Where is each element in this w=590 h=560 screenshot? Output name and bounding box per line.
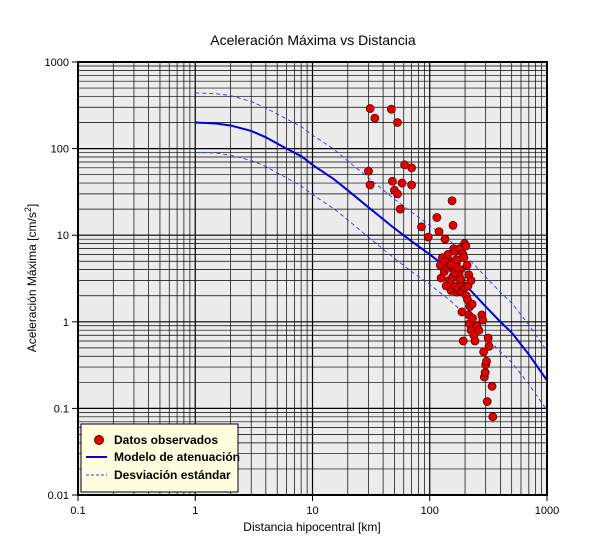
x-tick-label: 0.1 — [70, 505, 85, 517]
data-point — [397, 178, 407, 188]
y-axis-label-main: Aceleración Máxima [cm/s — [25, 212, 39, 352]
observed-points — [364, 104, 498, 422]
legend-box — [80, 423, 239, 493]
data-point — [365, 104, 375, 113]
chart-title: Aceleración Máxima vs Distancia — [210, 32, 416, 48]
data-point — [467, 299, 477, 309]
legend: Datos observados Modelo de atenuación De… — [80, 423, 240, 493]
data-point — [462, 260, 472, 270]
data-point — [459, 253, 469, 263]
data-point — [468, 313, 478, 323]
data-point — [474, 325, 484, 335]
data-point — [441, 281, 451, 291]
data-point — [393, 118, 402, 127]
data-point — [479, 347, 489, 357]
y-axis-label: Aceleración Máxima [cm/s2] — [23, 204, 39, 352]
y-tick-label: 100 — [51, 144, 69, 156]
y-tick-label: 1000 — [45, 57, 69, 69]
data-point — [478, 315, 488, 325]
grid — [78, 62, 547, 495]
x-axis-label: Distancia hipocentral [km] — [243, 520, 380, 534]
y-tick-label: 1 — [63, 317, 69, 329]
data-point — [432, 213, 442, 222]
x-tick-label: 10 — [306, 505, 318, 517]
data-point — [417, 222, 426, 232]
data-point — [451, 255, 461, 265]
x-axis-ticks: 0.1 1 10 100 1000 — [70, 495, 559, 517]
data-point — [466, 276, 476, 285]
x-tick-label: 100 — [421, 505, 439, 517]
deviation-upper-line — [195, 92, 548, 352]
legend-label-model: Modelo de atenuación — [114, 450, 240, 464]
data-point — [458, 336, 468, 346]
data-point — [386, 104, 396, 114]
x-tick-label: 1000 — [535, 505, 559, 517]
deviation-lower-line — [195, 152, 548, 411]
data-point — [470, 336, 480, 346]
data-point — [488, 412, 498, 422]
data-point — [387, 176, 397, 186]
data-point — [423, 232, 433, 242]
data-point — [443, 250, 453, 259]
data-point — [365, 180, 375, 190]
y-tick-label: 10 — [57, 230, 69, 242]
legend-label-deviation: Desviación estándar — [114, 468, 231, 482]
y-axis-label-sup: 2 — [23, 207, 33, 212]
data-point — [447, 196, 457, 206]
data-point — [483, 333, 493, 343]
data-point — [482, 397, 492, 406]
data-point — [370, 113, 380, 123]
data-point — [482, 356, 491, 366]
x-tick-label: 1 — [192, 505, 198, 517]
data-point — [364, 166, 373, 176]
y-tick-label: 0.01 — [48, 490, 69, 502]
data-point — [448, 220, 458, 230]
y-axis-label-tail: ] — [25, 204, 39, 207]
data-point — [407, 163, 416, 173]
y-axis-ticks: 0.01 0.1 1 10 100 1000 — [45, 57, 78, 502]
legend-label-observed: Datos observados — [114, 433, 218, 447]
data-point — [434, 227, 444, 237]
model-curve — [195, 121, 548, 382]
y-tick-label: 0.1 — [54, 403, 69, 415]
deviation-lines — [195, 92, 548, 411]
data-point — [395, 204, 405, 214]
model-line — [195, 121, 548, 382]
data-point — [393, 189, 402, 199]
data-point — [456, 274, 465, 284]
data-point — [487, 381, 497, 391]
data-point — [440, 234, 450, 244]
legend-point-icon — [94, 435, 104, 445]
data-point — [484, 341, 494, 351]
data-point — [480, 368, 490, 377]
data-point — [407, 180, 416, 190]
data-point — [461, 241, 471, 251]
data-point — [453, 263, 463, 273]
data-point — [436, 273, 446, 283]
